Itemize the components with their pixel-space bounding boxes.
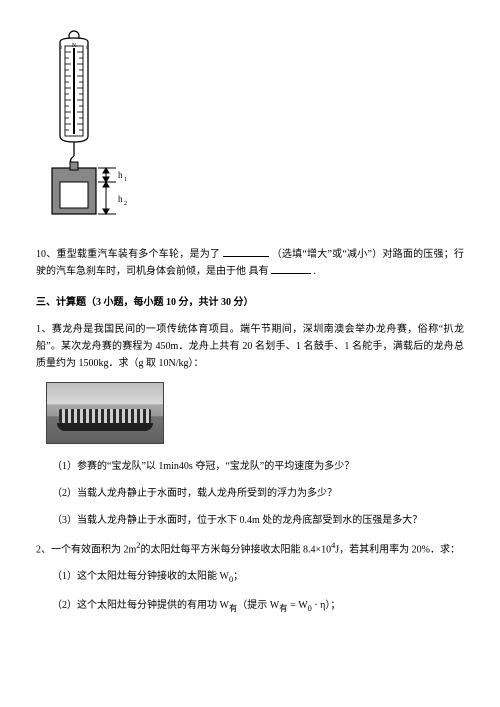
q2-part1: （1）这个太阳灶每分钟接收的太阳能 W0； xyxy=(52,568,464,587)
q2-part1-end: ； xyxy=(233,571,243,582)
q2-part2b: （提示 W xyxy=(237,600,279,611)
q10-prefix: 10、重型载重汽车装有多个车轮，是为了 xyxy=(36,249,220,260)
question-2-intro: 2、一个有效面积为 2m2的太阳灶每平方米每分钟接收太阳能 8.4×104J，若… xyxy=(36,539,464,558)
spring-scale-svg: N 0 0 h 1 h 2 xyxy=(42,28,162,228)
q10-blank-2[interactable] xyxy=(271,263,311,274)
q1-part2: （2）当载人龙舟静止于水面时，载人龙舟所受到的浮力为多少？ xyxy=(52,485,464,502)
dragon-boat-photo xyxy=(46,382,464,444)
q2-sub-e2: 有 xyxy=(279,604,287,613)
q2-part2: （2）这个太阳灶每分钟提供的有用功 W有（提示 W有 = W0 · η）； xyxy=(52,597,464,616)
q1-part3: （3）当载人龙舟静止于水面时，位于水下 0.4m 处的龙舟底部受到水的压强是多大… xyxy=(52,512,464,529)
q2-part2c: = W xyxy=(288,600,308,611)
q10-blank-1[interactable] xyxy=(223,246,269,257)
q2-part2d: · η）； xyxy=(312,600,341,611)
q2-intro-a: 2、一个有效面积为 2m xyxy=(36,544,136,555)
q10-suffix: . xyxy=(314,266,317,277)
question-10: 10、重型载重汽车装有多个车轮，是为了 （选填“增大”或“减小”）对路面的压强；… xyxy=(36,246,464,280)
q2-part2a: （2）这个太阳灶每分钟提供的有用功 W xyxy=(52,600,229,611)
q2-intro-b: 的太阳灶每平方米每分钟接收太阳能 8.4×10 xyxy=(140,544,331,555)
section-3-heading: 三、计算题（3 小题，每小题 10 分，共计 30 分） xyxy=(36,294,464,311)
spring-scale-figure: N 0 0 h 1 h 2 xyxy=(42,28,464,228)
svg-text:1: 1 xyxy=(124,177,127,183)
q2-part1-text: （1）这个太阳灶每分钟接收的太阳能 W xyxy=(52,571,229,582)
svg-text:2: 2 xyxy=(124,201,127,207)
question-1-intro: 1、赛龙舟是我国民间的一项传统体育项目。端午节期间，深圳南澳会举办龙舟赛，俗称“… xyxy=(36,321,464,372)
dragon-boat-image xyxy=(46,382,164,444)
q2-intro-c: J，若其利用率为 20%．求： xyxy=(335,544,460,555)
svg-text:h: h xyxy=(118,194,123,204)
svg-text:N: N xyxy=(72,43,77,49)
q1-part1: （1）参赛的“宝龙队”以 1min40s 夺冠，“宝龙队”的平均速度为多少？ xyxy=(52,458,464,475)
svg-text:h: h xyxy=(118,170,123,180)
